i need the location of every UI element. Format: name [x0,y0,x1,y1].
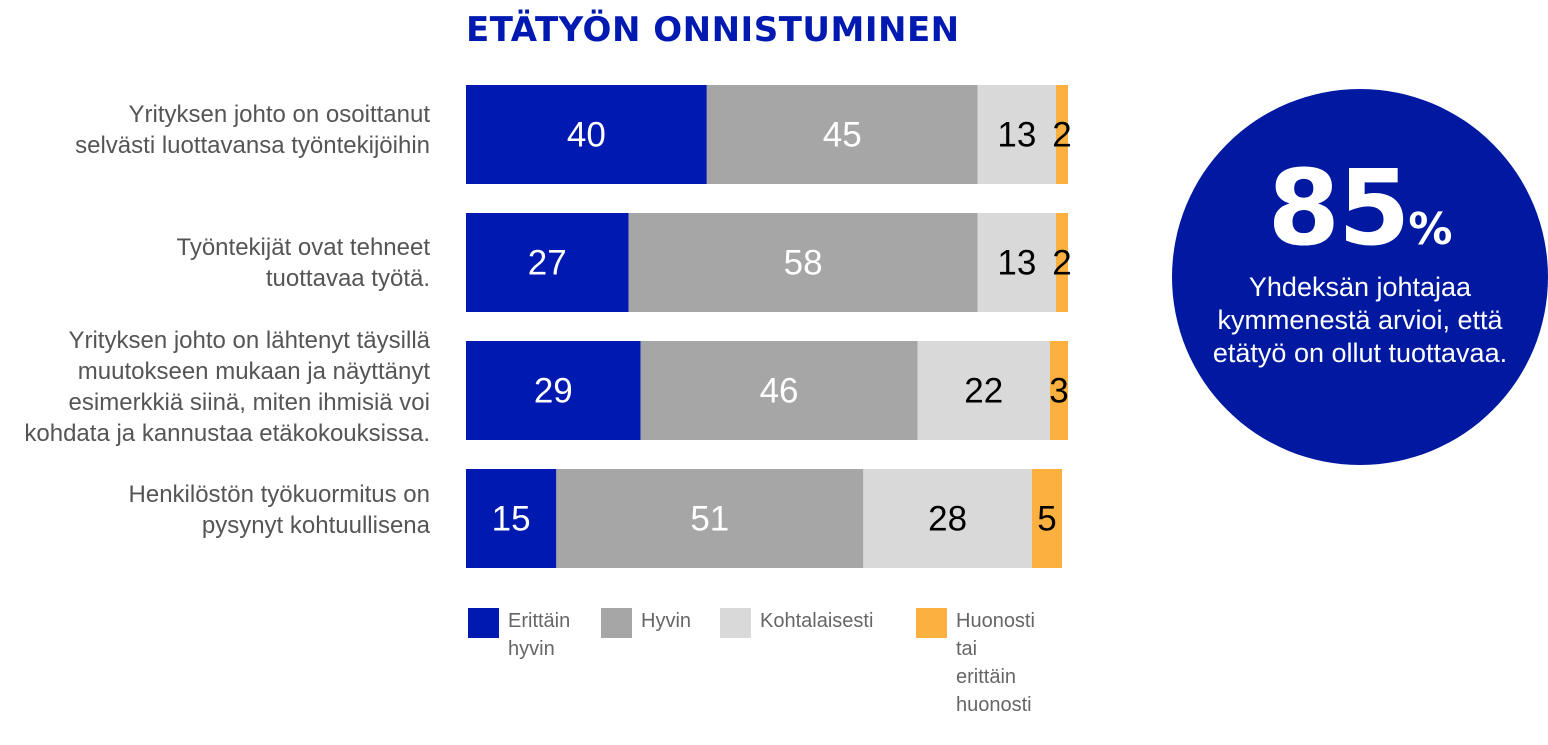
bar-row-2: 29 46 22 3 [466,341,1069,440]
legend-label: Kohtalaisesti [760,610,874,632]
row-label-0: Yrityksen johto on osoittanut selvästi lu… [75,101,430,159]
legend-swatch [720,608,751,638]
bar-value-label: 29 [534,372,573,411]
bar-value-label: 27 [528,244,567,283]
callout-unit: % [1408,204,1453,255]
bar-segment-4 [1049,341,1068,440]
stacked-bar-chart: 40 45 13 2 27 58 13 2 29 46 22 3 15 51 28 5 [466,85,1072,568]
bar-value-label: 46 [760,372,799,411]
bar-value-label: 5 [1037,500,1056,539]
bar-segment-2 [628,213,978,312]
callout-text: Yhdeksän johtajaa kymmenestä arvioi, ett… [1212,272,1508,368]
bar-row-3: 15 51 28 5 [466,469,1062,568]
bar-segment-2 [556,469,864,568]
bar-value-label: 51 [690,500,729,539]
bar-segment-4 [1031,469,1062,568]
bar-value-label: 22 [964,372,1003,411]
legend-label: Hyvin [641,610,692,632]
bar-segment-3 [863,469,1032,568]
bar-segment-3 [917,341,1050,440]
legend-swatch [601,608,632,638]
bar-value-label: 13 [997,116,1036,155]
legend-label: Erittäin hyvin [508,610,571,660]
bar-value-label: 13 [997,244,1036,283]
legend-label: Huonosti tai erittäin huonosti [956,610,1035,716]
bar-value-label: 58 [784,244,823,283]
callout-number: 85% [1172,147,1548,269]
bar-segment-3 [977,85,1056,184]
bar-value-label: 2 [1052,116,1071,155]
bar-value-label: 45 [823,116,862,155]
bar-segment-3 [977,213,1056,312]
row-label-2: Yrityksen johto on lähtenyt täysillä muut… [24,327,430,447]
bar-segment-1 [466,85,707,184]
bar-segment-1 [466,469,557,568]
row-label-1: Työntekijät ovat tehneet tuottavaa työtä. [176,234,431,292]
chart-title: ETÄTYÖN ONNISTUMINEN [466,10,960,50]
bar-row-1: 27 58 13 2 [466,213,1072,312]
bar-value-label: 15 [492,500,531,539]
callout-value: 85 [1267,147,1411,269]
bar-segment-4 [1055,213,1068,312]
bar-segment-4 [1055,85,1068,184]
bar-row-0: 40 45 13 2 [466,85,1072,184]
callout-circle: 85% Yhdeksän johtajaa kymmenestä arvioi,… [1172,89,1548,465]
bar-segment-2 [706,85,978,184]
bar-value-label: 2 [1052,244,1071,283]
bar-value-label: 3 [1049,372,1068,411]
legend-swatch [468,608,499,638]
legend-swatch [916,608,947,638]
bar-segment-1 [466,213,629,312]
bar-value-label: 40 [567,116,606,155]
bar-segment-1 [466,341,641,440]
bar-value-label: 28 [928,500,967,539]
bar-segment-2 [640,341,918,440]
row-label-3: Henkilöstön työkuormitus on pysynyt kohtu… [128,481,430,539]
